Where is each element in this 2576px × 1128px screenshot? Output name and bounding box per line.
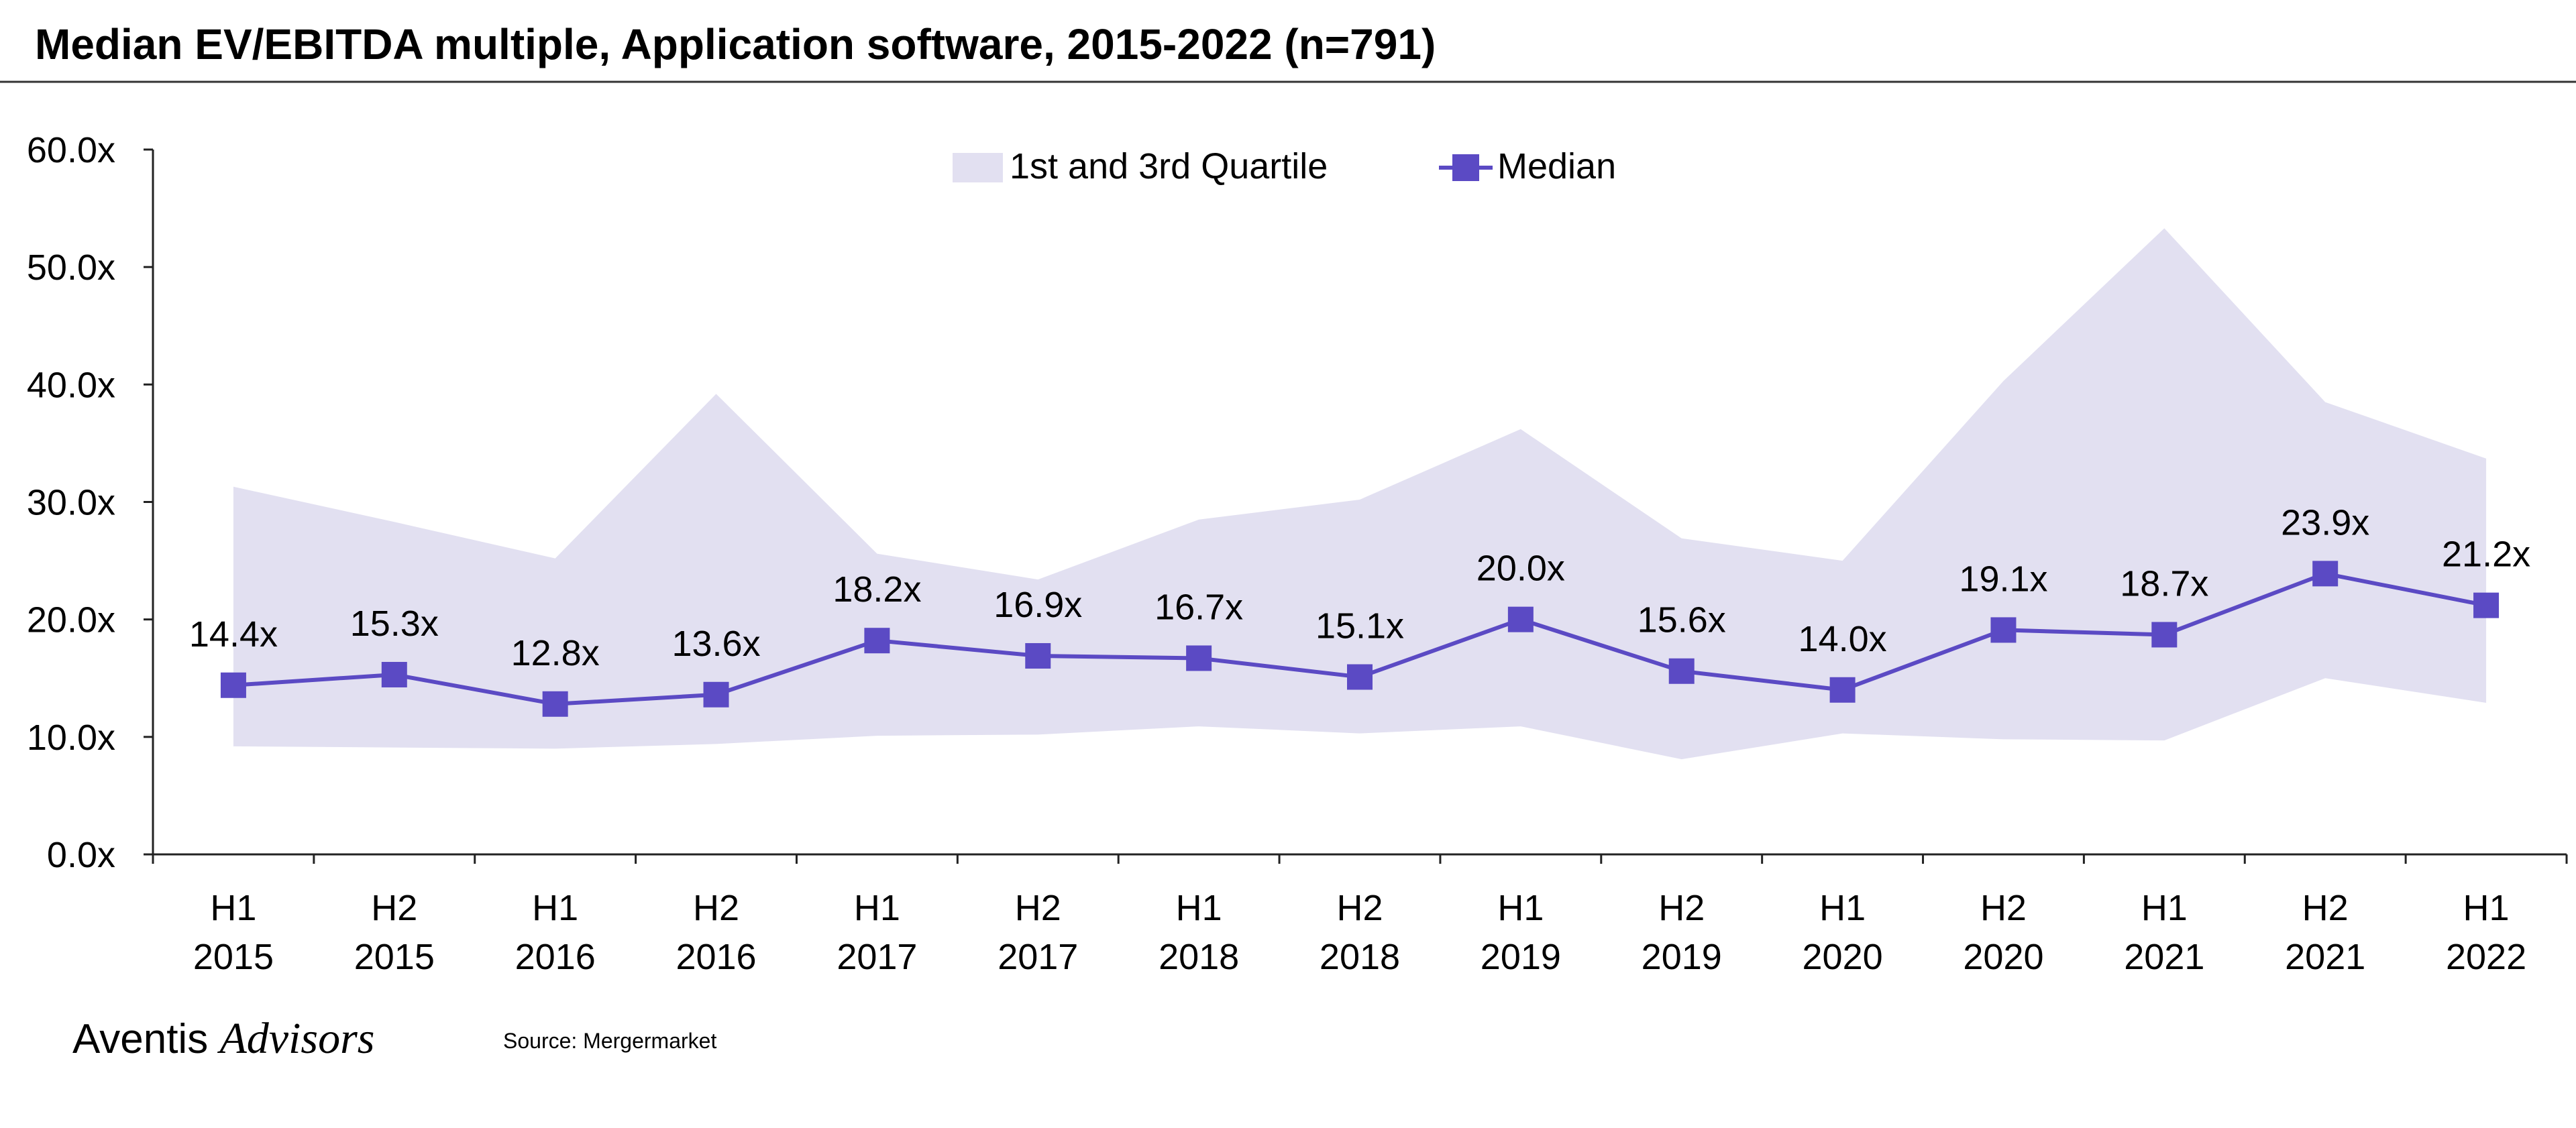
median-data-label: 16.9x xyxy=(994,585,1082,625)
x-tick-label: H2 xyxy=(2302,888,2349,928)
x-tick-label-year: 2017 xyxy=(998,937,1078,977)
legend-marker-median xyxy=(1452,154,1479,181)
y-tick-label: 20.0x xyxy=(27,600,115,640)
legend-swatch-quartile xyxy=(953,153,1003,182)
y-tick-label: 50.0x xyxy=(27,247,115,288)
median-data-label: 14.4x xyxy=(189,614,278,655)
x-tick-label: H1 xyxy=(532,888,578,928)
x-tick-label-year: 2021 xyxy=(2285,937,2365,977)
x-tick-label: H1 xyxy=(1497,888,1544,928)
y-tick-label: 0.0x xyxy=(47,835,115,875)
median-marker xyxy=(1347,664,1373,690)
median-data-label: 13.6x xyxy=(672,624,760,664)
median-data-label: 12.8x xyxy=(511,633,600,673)
x-tick-label-year: 2018 xyxy=(1320,937,1400,977)
median-data-label: 23.9x xyxy=(2281,502,2369,543)
x-tick-label: H2 xyxy=(693,888,739,928)
median-data-label: 20.0x xyxy=(1477,549,1565,589)
quartile-band xyxy=(233,228,2487,760)
legend-label-quartile: 1st and 3rd Quartile xyxy=(1010,146,1328,186)
x-tick-label-year: 2019 xyxy=(1481,937,1561,977)
x-tick-label: H1 xyxy=(1819,888,1866,928)
median-marker xyxy=(2151,622,2178,648)
x-tick-label: H1 xyxy=(1176,888,1222,928)
x-tick-label: H2 xyxy=(1658,888,1705,928)
x-tick-label-year: 2015 xyxy=(193,937,274,977)
chart-title: Median EV/EBITDA multiple, Application s… xyxy=(35,20,1436,68)
median-marker xyxy=(2312,561,2339,587)
footer: Aventis Advisors Source: Mergermarket xyxy=(72,1014,716,1063)
median-data-label: 18.7x xyxy=(2120,563,2208,604)
x-tick-label-year: 2015 xyxy=(354,937,435,977)
median-data-label: 15.6x xyxy=(1638,600,1726,640)
y-tick-label: 30.0x xyxy=(27,483,115,523)
median-marker xyxy=(1990,617,2017,643)
median-marker xyxy=(703,681,729,708)
plot-area: 0.0x 10.0x 20.0x 30.0x 40.0x 50.0x 60.0x H1 2015… xyxy=(27,130,2568,977)
median-marker xyxy=(220,672,246,698)
median-marker xyxy=(1668,658,1695,684)
x-tick-label-year: 2020 xyxy=(1963,937,2043,977)
y-tick-label: 60.0x xyxy=(27,130,115,170)
x-tick-label-year: 2016 xyxy=(515,937,596,977)
x-tick-label: H1 xyxy=(210,888,256,928)
x-tick-label-year: 2021 xyxy=(2124,937,2204,977)
x-tick-label: H2 xyxy=(371,888,417,928)
median-data-label: 19.1x xyxy=(1959,559,2047,599)
y-tick-label: 40.0x xyxy=(27,365,115,405)
median-marker xyxy=(1507,606,1534,632)
median-marker xyxy=(1186,645,1212,671)
x-tick-label-year: 2022 xyxy=(2446,937,2526,977)
median-data-label: 15.3x xyxy=(350,604,439,644)
x-tick-label: H1 xyxy=(2463,888,2510,928)
median-data-label: 14.0x xyxy=(1799,619,1887,659)
median-data-label: 18.2x xyxy=(833,569,921,610)
x-tick-label-year: 2018 xyxy=(1159,937,1239,977)
x-tick-label-year: 2019 xyxy=(1642,937,1722,977)
x-tick-label: H1 xyxy=(2141,888,2188,928)
legend-label-median: Median xyxy=(1497,146,1616,186)
legend: 1st and 3rd Quartile Median xyxy=(953,146,1616,186)
source-note: Source: Mergermarket xyxy=(503,1029,716,1053)
median-marker xyxy=(381,661,407,687)
median-data-label: 16.7x xyxy=(1155,587,1243,627)
median-data-label: 15.1x xyxy=(1316,606,1404,646)
x-tick-label: H1 xyxy=(854,888,900,928)
median-marker xyxy=(2473,592,2500,618)
x-tick-label: H2 xyxy=(1336,888,1383,928)
median-marker xyxy=(1025,642,1051,669)
median-marker xyxy=(1829,677,1856,703)
logo: Aventis Advisors xyxy=(72,1014,374,1063)
median-marker xyxy=(864,628,890,654)
y-tick-label: 10.0x xyxy=(27,718,115,758)
x-tick-label-year: 2020 xyxy=(1803,937,1883,977)
x-tick-label-year: 2016 xyxy=(676,937,756,977)
x-tick-label-year: 2017 xyxy=(837,937,917,977)
x-tick-label: H2 xyxy=(1980,888,2027,928)
median-data-label: 21.2x xyxy=(2442,534,2530,575)
x-tick-label: H2 xyxy=(1015,888,1061,928)
median-marker xyxy=(542,691,568,717)
